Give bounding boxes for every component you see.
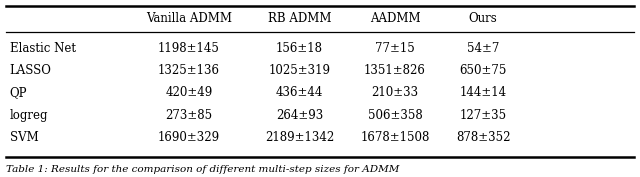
Text: 264±93: 264±93 [276,109,323,122]
Text: 878±352: 878±352 [456,131,511,144]
Text: QP: QP [10,86,27,99]
Text: 1198±145: 1198±145 [158,42,220,55]
Text: 650±75: 650±75 [460,64,507,77]
Text: logreg: logreg [10,109,48,122]
Text: Elastic Net: Elastic Net [10,42,76,55]
Text: 156±18: 156±18 [276,42,323,55]
Text: 436±44: 436±44 [276,86,323,99]
Text: RB ADMM: RB ADMM [268,12,332,25]
Text: 210±33: 210±33 [371,86,419,99]
Text: 420±49: 420±49 [165,86,212,99]
Text: 54±7: 54±7 [467,42,499,55]
Text: 144±14: 144±14 [460,86,507,99]
Text: 1325±136: 1325±136 [158,64,220,77]
Text: Table 1: Results for the comparison of different multi-step sizes for ADMM: Table 1: Results for the comparison of d… [6,165,400,173]
Text: 1678±1508: 1678±1508 [360,131,429,144]
Text: 1690±329: 1690±329 [157,131,220,144]
Text: 77±15: 77±15 [375,42,415,55]
Text: SVM: SVM [10,131,38,144]
Text: Ours: Ours [469,12,497,25]
Text: 506±358: 506±358 [367,109,422,122]
Text: 273±85: 273±85 [165,109,212,122]
Text: 127±35: 127±35 [460,109,507,122]
Text: 2189±1342: 2189±1342 [265,131,334,144]
Text: LASSO: LASSO [10,64,51,77]
Text: Vanilla ADMM: Vanilla ADMM [146,12,232,25]
Text: 1025±319: 1025±319 [269,64,330,77]
Text: AADMM: AADMM [369,12,420,25]
Text: 1351±826: 1351±826 [364,64,426,77]
